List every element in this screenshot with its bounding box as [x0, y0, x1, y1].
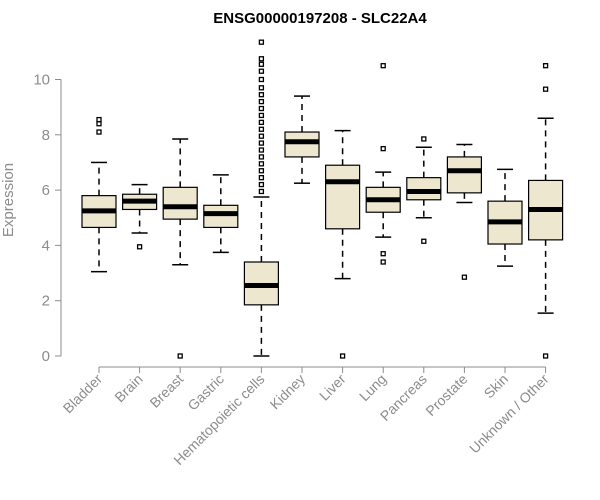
x-tick-label: Lung — [356, 371, 389, 404]
y-axis-label: Expression — [0, 163, 17, 237]
outlier-point — [258, 140, 265, 146]
box-group — [406, 136, 442, 244]
outlier-point — [177, 353, 183, 359]
x-tick-label: Skin — [481, 371, 512, 402]
outlier-point — [258, 61, 265, 67]
outlier-point — [258, 154, 265, 160]
outlier-point — [380, 63, 386, 69]
box-group — [365, 63, 401, 265]
outlier-point — [542, 63, 549, 69]
outlier-point — [258, 188, 265, 195]
outlier-point — [258, 133, 265, 139]
outlier-point — [258, 126, 265, 132]
outlier-point — [258, 161, 265, 167]
y-axis: 0 2 4 6 8 10 — [33, 72, 62, 365]
x-tick-label: Liver — [316, 371, 349, 404]
outlier-point — [258, 98, 265, 105]
iqr-box — [284, 131, 320, 158]
outlier-point — [96, 116, 102, 123]
box-group — [527, 63, 564, 359]
outlier-point — [258, 85, 265, 91]
outlier-point — [258, 92, 265, 98]
chart-title: ENSG00000197208 - SLC22A4 — [213, 10, 427, 27]
outlier-point — [461, 274, 468, 280]
x-tick-label: Breast — [146, 371, 186, 411]
outlier-point — [421, 136, 427, 142]
outlier-point — [339, 353, 346, 359]
outlier-point — [380, 145, 386, 152]
outlier-point — [258, 119, 265, 126]
iqr-box — [406, 177, 442, 201]
y-tick-label: 8 — [42, 127, 50, 144]
box-group — [446, 143, 482, 280]
y-tick-label: 0 — [42, 348, 50, 365]
box-group — [81, 116, 117, 273]
box-group — [162, 138, 198, 359]
iqr-box — [203, 204, 239, 229]
y-tick-label: 6 — [42, 182, 50, 199]
outlier-point — [380, 251, 386, 257]
y-tick-label: 10 — [33, 72, 50, 89]
box-group — [284, 95, 320, 184]
iqr-box — [446, 156, 482, 194]
box-group — [121, 183, 158, 250]
outlier-point — [542, 86, 549, 92]
x-tick-label: Brain — [111, 371, 145, 405]
outlier-point — [258, 175, 265, 181]
box-group — [203, 174, 239, 254]
box-group — [243, 39, 279, 357]
outlier-point — [421, 238, 427, 244]
iqr-box — [325, 164, 361, 230]
y-tick-label: 2 — [42, 293, 50, 310]
outlier-point — [136, 244, 143, 250]
outlier-point — [258, 105, 265, 112]
x-tick-label: Kidney — [267, 371, 309, 413]
outlier-point — [96, 121, 102, 127]
outlier-point — [258, 168, 265, 174]
y-tick-label: 4 — [42, 237, 50, 254]
outlier-point — [258, 68, 265, 74]
outlier-point — [258, 39, 265, 45]
box-group — [325, 129, 361, 359]
outlier-point — [258, 181, 265, 188]
x-tick-label: Prostate — [422, 371, 470, 419]
outlier-point — [542, 353, 549, 359]
outlier-point — [96, 129, 102, 135]
outlier-point — [380, 259, 386, 265]
outlier-point — [258, 112, 265, 119]
box-group — [487, 168, 523, 267]
outlier-point — [258, 56, 265, 62]
outlier-point — [258, 147, 265, 153]
x-tick-label: Bladder — [60, 371, 106, 417]
outlier-point — [258, 76, 265, 83]
iqr-box — [162, 186, 198, 220]
plot-area — [81, 39, 564, 359]
